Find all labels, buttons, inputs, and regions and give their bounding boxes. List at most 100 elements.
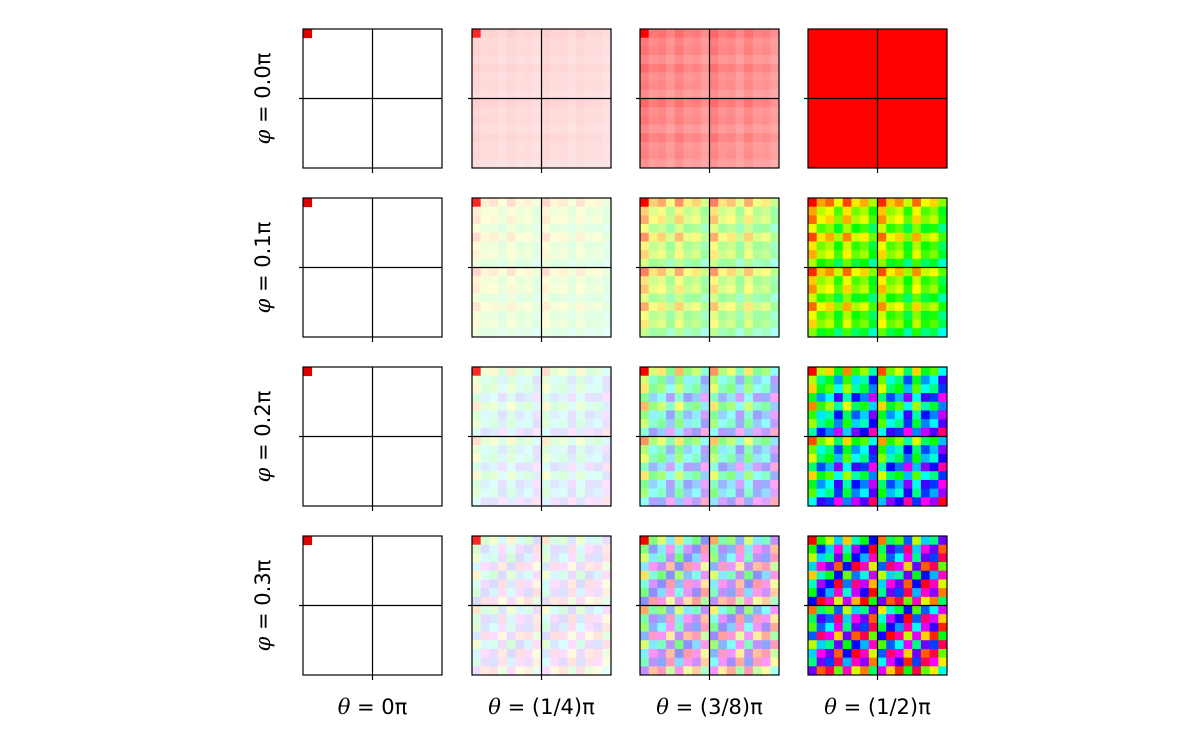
heatmap-cell: [524, 471, 534, 481]
heatmap-cell: [735, 562, 745, 572]
heatmap-cell: [498, 284, 508, 294]
heatmap-cell: [709, 133, 719, 143]
heatmap-cell: [761, 133, 771, 143]
heatmap-cell: [726, 384, 736, 394]
heatmap-cell: [576, 401, 586, 411]
heatmap-cell: [700, 410, 710, 420]
heatmap-cell: [576, 141, 586, 152]
heatmap-cell: [576, 284, 586, 294]
heatmap-cell: [657, 63, 667, 73]
heatmap-cell: [648, 640, 658, 650]
heatmap-cell: [938, 657, 948, 667]
heatmap-cell: [938, 124, 948, 134]
heatmap-cell: [558, 150, 568, 160]
heatmap-cell: [842, 258, 852, 268]
heatmap-cell: [506, 596, 516, 606]
heatmap-cell: [860, 453, 870, 463]
heatmap-cell: [532, 141, 542, 152]
heatmap-cell: [593, 206, 603, 216]
heatmap-cell: [584, 284, 595, 294]
heatmap-cell: [593, 631, 603, 641]
heatmap-cell: [584, 453, 595, 463]
heatmap-cell: [541, 29, 551, 39]
heatmap-cell: [761, 479, 771, 490]
heatmap-cell: [744, 107, 754, 117]
heatmap-cell: [770, 640, 780, 650]
heatmap-cell: [912, 367, 922, 377]
heatmap-cell: [472, 462, 482, 472]
heatmap-cell: [576, 319, 586, 329]
heatmap-cell: [816, 640, 826, 650]
heatmap-cell: [576, 579, 586, 589]
heatmap-cell: [825, 544, 835, 554]
heatmap-cell: [808, 536, 818, 546]
heatmap-cell: [593, 198, 603, 208]
heatmap-cell: [524, 81, 534, 91]
heatmap-cell: [903, 367, 913, 377]
heatmap-cell: [602, 141, 612, 152]
heatmap-cell: [920, 579, 931, 589]
heatmap-cell: [498, 622, 508, 632]
heatmap-cell: [816, 553, 826, 563]
heatmap-cell: [886, 536, 896, 546]
heatmap-cell: [657, 133, 667, 143]
heatmap-cell: [524, 401, 534, 411]
heatmap-cell: [868, 293, 878, 303]
heatmap-cell: [770, 46, 780, 56]
heatmap-cell: [761, 319, 771, 329]
heatmap-cell: [489, 267, 499, 277]
heatmap-cell: [851, 479, 861, 490]
heatmap-cell: [541, 367, 551, 377]
heatmap-cell: [808, 198, 818, 208]
heatmap-cell: [576, 124, 586, 134]
heatmap-cell: [657, 570, 667, 580]
heatmap-cell: [576, 46, 586, 56]
heatmap-cell: [877, 37, 887, 47]
heatmap-cell: [648, 453, 658, 463]
heatmap-cell: [808, 419, 818, 429]
panel-frame: [471, 28, 612, 169]
heatmap-cell: [938, 453, 948, 463]
heatmap-cell: [532, 427, 542, 437]
heatmap-cell: [692, 232, 702, 242]
heatmap-cell: [886, 657, 896, 667]
heatmap-cell: [593, 570, 603, 580]
heatmap-cell: [567, 544, 577, 554]
heatmap-cell: [674, 276, 684, 286]
heatmap-cell: [593, 488, 603, 498]
heatmap-cell: [532, 666, 542, 676]
heatmap-cell: [541, 224, 551, 234]
heatmap-cell: [666, 46, 676, 56]
heatmap-cell: [657, 436, 667, 446]
heatmap-cell: [860, 384, 870, 394]
heatmap-cell: [584, 544, 595, 554]
heatmap-cell: [683, 89, 693, 99]
heatmap-cell: [700, 462, 710, 472]
heatmap-cell: [524, 250, 534, 260]
heatmap-cell: [816, 267, 826, 277]
heatmap-cell: [709, 410, 719, 420]
heatmap-cell: [640, 241, 650, 251]
heatmap-cell: [541, 544, 551, 554]
heatmap-cell: [640, 436, 650, 446]
heatmap-cell: [842, 141, 852, 152]
heatmap-cell: [524, 72, 534, 82]
heatmap-cell: [912, 198, 922, 208]
heatmap-cell: [834, 107, 844, 117]
panel-frame: [302, 366, 443, 507]
heatmap-cell: [550, 250, 560, 260]
heatmap-cell: [489, 328, 499, 338]
heatmap-cell: [515, 544, 525, 554]
heatmap-cell: [683, 310, 693, 321]
heatmap-cell: [506, 640, 516, 650]
heatmap-cell: [524, 657, 534, 667]
heatmap-cell: [674, 293, 684, 303]
heatmap-cell: [834, 553, 844, 563]
heatmap-cell: [718, 588, 728, 598]
heatmap-cell: [903, 427, 913, 437]
heatmap-cell: [550, 133, 560, 143]
heatmap-cell: [709, 232, 719, 242]
heatmap-cell: [752, 141, 763, 152]
heatmap-cell: [666, 224, 676, 234]
heatmap-cell: [938, 596, 948, 606]
